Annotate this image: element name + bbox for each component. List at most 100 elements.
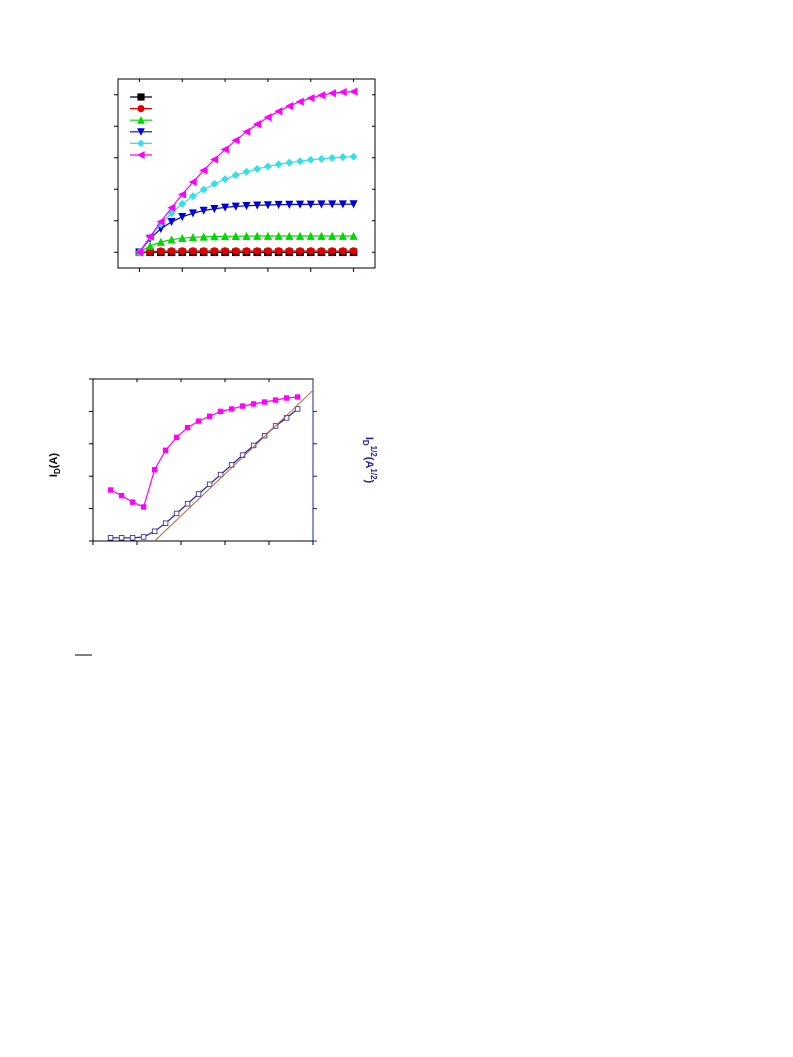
marker <box>199 185 208 194</box>
marker <box>162 520 169 526</box>
marker <box>349 152 358 161</box>
marker <box>253 231 262 240</box>
marker <box>118 535 125 541</box>
axis-label-part: I <box>48 474 60 477</box>
marker <box>306 247 315 255</box>
marker <box>151 528 158 534</box>
marker <box>167 209 176 218</box>
marker <box>264 247 272 255</box>
axis-label-part: ) <box>363 480 375 484</box>
plot-frame <box>117 78 376 269</box>
marker <box>306 94 315 103</box>
marker <box>242 201 251 211</box>
marker <box>184 424 191 431</box>
marker <box>272 397 279 403</box>
marker <box>210 204 219 214</box>
marker <box>252 120 262 129</box>
marker <box>162 447 169 453</box>
legend-marker <box>137 93 145 101</box>
marker <box>327 89 336 98</box>
marker <box>199 232 208 241</box>
marker <box>285 231 294 240</box>
marker <box>285 158 294 167</box>
marker <box>217 471 224 478</box>
marker <box>242 127 251 136</box>
marker <box>338 200 347 209</box>
marker <box>261 399 268 405</box>
marker <box>231 202 240 211</box>
marker <box>178 247 187 255</box>
axis-label-part: I <box>363 437 375 440</box>
marker <box>317 231 326 240</box>
marker <box>199 166 208 175</box>
marker <box>145 232 154 241</box>
marker <box>296 157 305 166</box>
axis-label-part: (A <box>363 457 375 469</box>
axis-label-part: D <box>53 468 62 474</box>
marker <box>274 107 283 116</box>
marker <box>317 200 326 209</box>
marker <box>178 213 187 222</box>
marker <box>253 201 262 210</box>
marker <box>263 113 272 122</box>
marker <box>135 248 144 257</box>
marker <box>184 501 191 507</box>
marker <box>231 136 240 145</box>
marker <box>129 535 136 541</box>
marker <box>129 499 136 505</box>
marker <box>188 232 198 242</box>
marker <box>263 162 272 171</box>
marker <box>206 481 213 487</box>
marker <box>274 247 283 255</box>
marker <box>317 154 326 163</box>
marker <box>221 203 230 212</box>
axis-label-part: (A) <box>48 453 60 469</box>
marker <box>146 241 155 250</box>
marker <box>242 167 251 176</box>
marker <box>274 200 283 209</box>
marker <box>285 247 294 255</box>
marker <box>253 164 262 173</box>
marker <box>151 467 158 473</box>
marker <box>220 145 229 154</box>
marker <box>231 231 240 240</box>
marker <box>167 218 176 227</box>
marker <box>250 442 257 449</box>
marker <box>189 247 197 255</box>
marker <box>210 232 219 241</box>
marker <box>210 179 219 188</box>
axis-label-part: 1/2 <box>369 468 378 480</box>
axis-label-part: D <box>361 440 370 446</box>
marker <box>188 177 197 187</box>
marker <box>221 232 230 241</box>
marker <box>195 418 202 424</box>
marker <box>242 231 251 240</box>
marker <box>206 413 213 419</box>
marker <box>231 247 240 255</box>
marker <box>317 247 326 255</box>
marker <box>294 406 301 412</box>
marker <box>338 153 347 162</box>
marker <box>199 247 208 255</box>
marker <box>349 231 358 240</box>
marker <box>156 237 165 246</box>
marker <box>118 492 125 499</box>
marker <box>167 247 176 255</box>
marker <box>328 200 337 209</box>
marker <box>317 91 326 100</box>
marker <box>283 395 290 401</box>
marker <box>250 401 257 407</box>
marker <box>306 200 315 209</box>
marker <box>253 247 262 255</box>
legend-marker <box>137 116 145 124</box>
marker <box>221 175 230 184</box>
legend-marker <box>136 151 145 159</box>
marker <box>295 231 305 240</box>
marker <box>239 403 246 409</box>
marker <box>338 231 347 240</box>
marker <box>328 153 337 162</box>
marker <box>173 510 180 517</box>
legend-marker <box>137 139 145 148</box>
marker <box>178 233 187 243</box>
axis-label-part: 1/2 <box>369 446 378 458</box>
